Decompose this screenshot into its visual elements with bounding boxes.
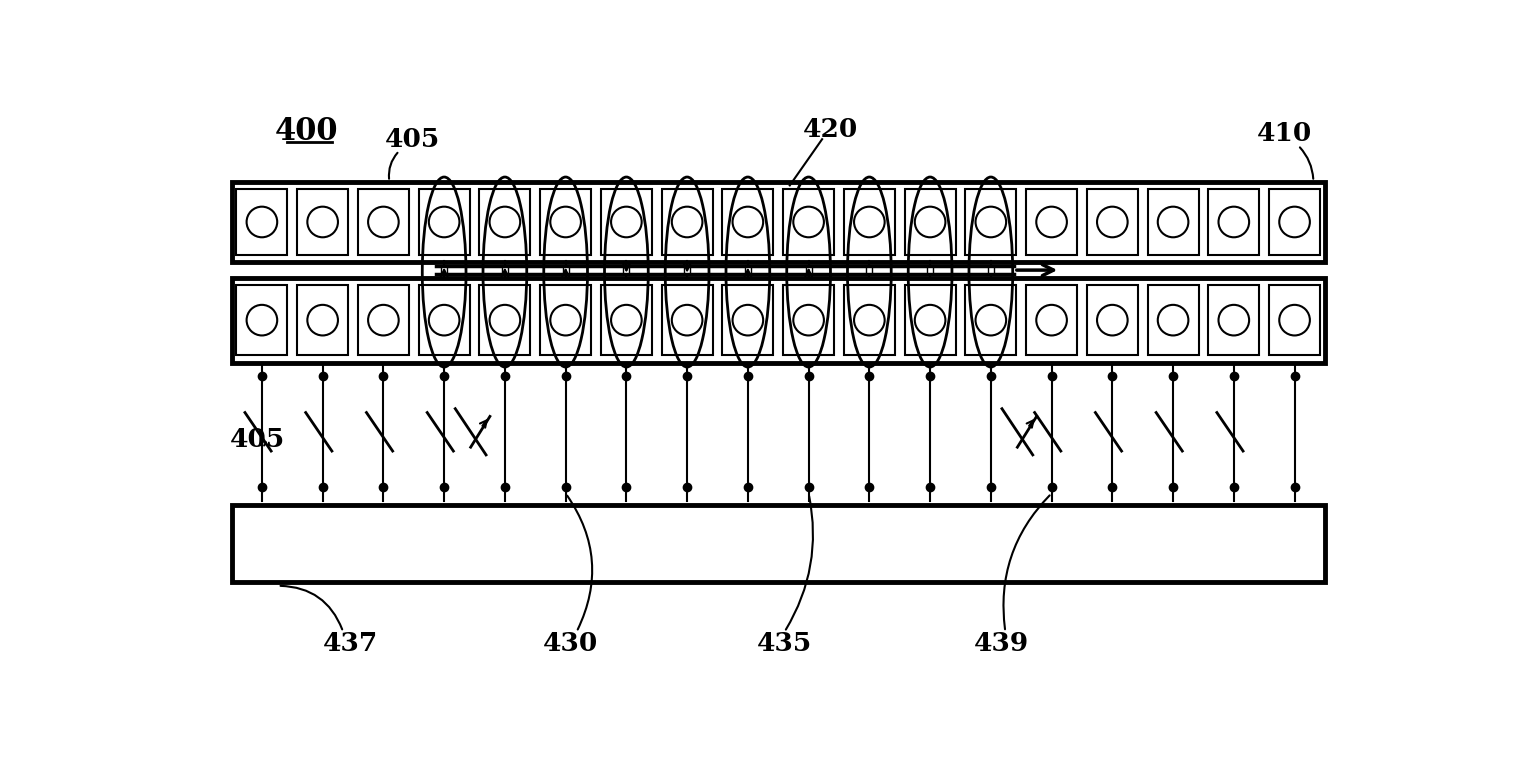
- Circle shape: [1098, 305, 1128, 336]
- Text: 405: 405: [230, 427, 285, 452]
- Bar: [966, 189, 1016, 255]
- Bar: [563, 267, 569, 273]
- Circle shape: [1098, 207, 1128, 237]
- Circle shape: [489, 207, 521, 237]
- Circle shape: [1219, 305, 1249, 336]
- Bar: [601, 285, 653, 355]
- Bar: [662, 285, 713, 355]
- Bar: [866, 267, 872, 273]
- Circle shape: [793, 305, 824, 336]
- Bar: [236, 189, 288, 255]
- Bar: [783, 189, 834, 255]
- Circle shape: [1219, 207, 1249, 237]
- Bar: [843, 189, 895, 255]
- Bar: [1087, 189, 1139, 255]
- Bar: [1026, 285, 1076, 355]
- Circle shape: [428, 305, 459, 336]
- Bar: [684, 267, 690, 273]
- Bar: [540, 285, 590, 355]
- Circle shape: [550, 305, 581, 336]
- Text: 439: 439: [974, 631, 1030, 656]
- Bar: [927, 267, 933, 273]
- Bar: [1208, 285, 1260, 355]
- Bar: [601, 189, 653, 255]
- Bar: [904, 285, 955, 355]
- Circle shape: [307, 207, 338, 237]
- Bar: [297, 285, 348, 355]
- Circle shape: [975, 207, 1007, 237]
- Circle shape: [1036, 207, 1067, 237]
- Circle shape: [854, 305, 884, 336]
- Circle shape: [914, 305, 945, 336]
- Bar: [232, 277, 1325, 363]
- Circle shape: [368, 305, 398, 336]
- Bar: [1208, 189, 1260, 255]
- Circle shape: [247, 207, 277, 237]
- Circle shape: [612, 305, 642, 336]
- Bar: [745, 267, 751, 273]
- Circle shape: [733, 207, 763, 237]
- Bar: [480, 189, 530, 255]
- Text: 430: 430: [542, 631, 598, 656]
- Bar: [624, 267, 630, 273]
- Text: 420: 420: [802, 118, 858, 143]
- Circle shape: [1036, 305, 1067, 336]
- Text: 435: 435: [757, 631, 812, 656]
- Bar: [987, 267, 993, 273]
- Text: 400: 400: [276, 116, 339, 147]
- Bar: [357, 285, 409, 355]
- Bar: [501, 267, 509, 273]
- Bar: [805, 267, 812, 273]
- Bar: [966, 285, 1016, 355]
- Bar: [297, 189, 348, 255]
- Bar: [1087, 285, 1139, 355]
- Bar: [843, 285, 895, 355]
- Bar: [232, 181, 1325, 263]
- Bar: [1026, 189, 1076, 255]
- Bar: [1269, 285, 1320, 355]
- Bar: [540, 189, 590, 255]
- Circle shape: [612, 207, 642, 237]
- Bar: [419, 189, 469, 255]
- Bar: [441, 267, 447, 273]
- Circle shape: [428, 207, 459, 237]
- Bar: [419, 285, 469, 355]
- Circle shape: [975, 305, 1007, 336]
- Bar: [1148, 285, 1199, 355]
- Circle shape: [550, 207, 581, 237]
- Circle shape: [368, 207, 398, 237]
- Bar: [783, 285, 834, 355]
- Circle shape: [733, 305, 763, 336]
- Circle shape: [307, 305, 338, 336]
- Circle shape: [672, 305, 702, 336]
- Bar: [722, 285, 774, 355]
- Circle shape: [247, 305, 277, 336]
- Circle shape: [672, 207, 702, 237]
- Bar: [236, 285, 288, 355]
- Circle shape: [1158, 305, 1188, 336]
- Bar: [722, 189, 774, 255]
- Text: 405: 405: [385, 126, 441, 152]
- Circle shape: [854, 207, 884, 237]
- Circle shape: [1158, 207, 1188, 237]
- Text: 410: 410: [1257, 121, 1313, 146]
- Text: 437: 437: [324, 631, 378, 656]
- Bar: [904, 189, 955, 255]
- Circle shape: [793, 207, 824, 237]
- Circle shape: [1279, 207, 1310, 237]
- Circle shape: [914, 207, 945, 237]
- Bar: [357, 189, 409, 255]
- Bar: [1148, 189, 1199, 255]
- Bar: [662, 189, 713, 255]
- Bar: [1269, 189, 1320, 255]
- Circle shape: [489, 305, 521, 336]
- Circle shape: [1279, 305, 1310, 336]
- Bar: [480, 285, 530, 355]
- Bar: [232, 505, 1325, 582]
